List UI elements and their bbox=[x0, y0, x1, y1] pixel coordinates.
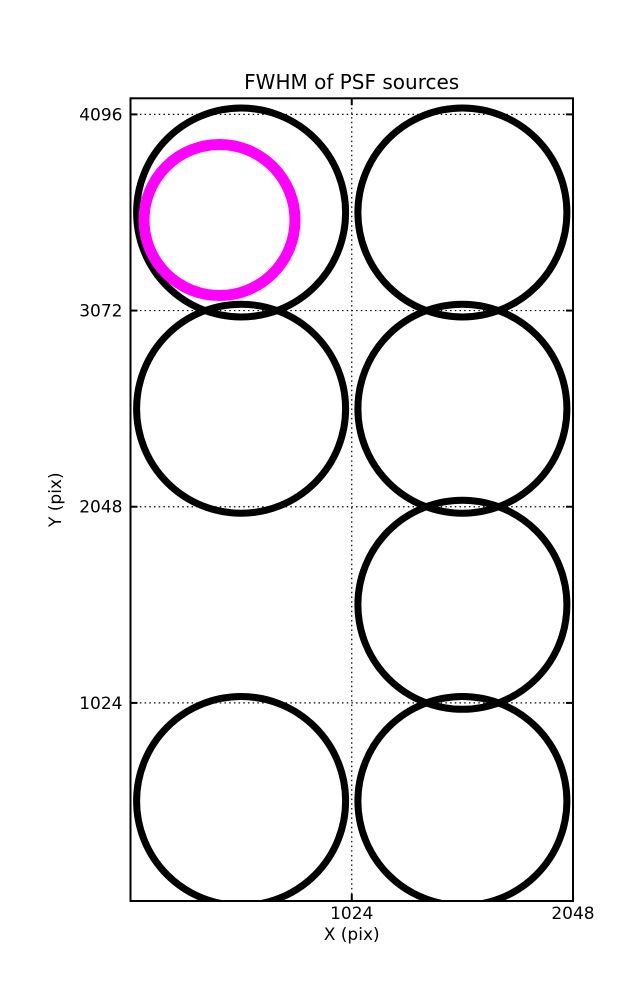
plot-title: FWHM of PSF sources bbox=[244, 70, 459, 94]
y-tick-label-2048: 2048 bbox=[79, 498, 122, 518]
y-axis-label: Y (pix) bbox=[46, 472, 66, 528]
axes-border bbox=[129, 97, 574, 903]
PSF-sources-marker bbox=[133, 300, 350, 517]
markers-group bbox=[133, 104, 571, 902]
PSF-sources-marker bbox=[354, 300, 571, 517]
PSF-sources-marker bbox=[354, 693, 571, 902]
PSF-sources-marker bbox=[354, 104, 571, 321]
highlighted-source-marker bbox=[138, 139, 301, 301]
x-tick-label-1024: 1024 bbox=[330, 904, 373, 924]
y-tick-label-3072: 3072 bbox=[79, 302, 122, 322]
x-axis-label: X (pix) bbox=[324, 925, 380, 945]
y-tick-label-1024: 1024 bbox=[79, 694, 122, 714]
y-tick-label-4096: 4096 bbox=[79, 105, 122, 125]
PSF-sources-marker bbox=[354, 496, 571, 713]
PSF-sources-marker bbox=[133, 693, 350, 902]
PSF-sources-marker bbox=[133, 104, 350, 321]
plot-area: 1024 2048 3072 4096 1024 2048 bbox=[79, 97, 595, 924]
x-tick-label-2048: 2048 bbox=[551, 904, 594, 924]
